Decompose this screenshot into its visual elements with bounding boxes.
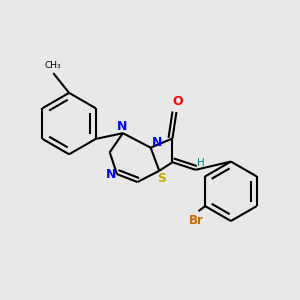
Text: N: N [106,168,116,181]
Text: H: H [197,158,204,167]
Text: Br: Br [188,214,203,227]
Text: N: N [116,120,127,133]
Text: O: O [173,95,183,108]
Text: CH₃: CH₃ [44,61,61,70]
Text: N: N [152,136,163,149]
Text: S: S [158,172,166,185]
